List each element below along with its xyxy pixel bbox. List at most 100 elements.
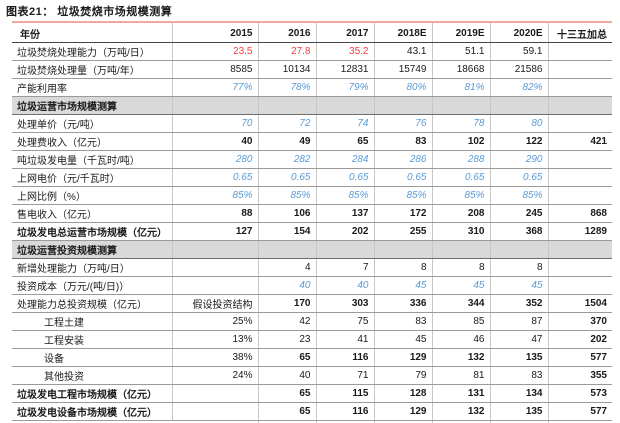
value-cell: 40	[257, 366, 316, 385]
value-cell	[257, 240, 316, 259]
value-cell: 79%	[315, 78, 374, 97]
value-cell: 355	[547, 366, 612, 385]
value-cell: 45	[373, 330, 432, 349]
value-cell: 27.8	[257, 42, 316, 61]
value-cell	[547, 114, 612, 133]
value-cell: 85%	[257, 186, 316, 205]
value-cell	[547, 258, 612, 277]
value-cell: 59.1	[489, 42, 548, 61]
section-header-row: 垃圾运营市场规模测算	[12, 96, 612, 115]
row-label: 垃圾运营市场规模测算	[12, 96, 172, 115]
row-label: 处理费收入（亿元）	[12, 132, 172, 151]
value-cell: 284	[315, 150, 374, 169]
value-cell: 24%	[171, 366, 258, 385]
row-label: 投资成本（万元/(吨/日)）	[12, 276, 172, 295]
value-cell	[431, 240, 490, 259]
value-cell: 573	[431, 420, 490, 423]
value-cell: 128	[373, 384, 432, 403]
value-cell: 21586	[489, 60, 548, 79]
value-cell: 131	[431, 384, 490, 403]
value-cell: 83	[489, 366, 548, 385]
table-row: 处理能力总投资规模（亿元） 假设投资结构 170 303 336 344 352 1504	[12, 294, 612, 313]
table-row: 处理费收入（亿元） 40 49 65 83 102 122 421	[12, 132, 612, 151]
table-row: 垃圾发电总运营市场规模（亿元） 127 154 202 255 310 368 1289	[12, 222, 612, 241]
value-cell	[171, 384, 258, 403]
column-header-2016: 2016	[257, 22, 316, 43]
value-cell: 51.1	[431, 42, 490, 61]
value-cell: 106	[257, 204, 316, 223]
value-cell: 116	[315, 402, 374, 421]
value-cell: 78%	[257, 78, 316, 97]
value-cell: 288	[431, 150, 490, 169]
value-cell: 368	[489, 222, 548, 241]
value-cell: 0.65	[489, 168, 548, 187]
value-cell: 370	[547, 312, 612, 331]
value-cell: 40	[257, 276, 316, 295]
value-cell: 45	[373, 276, 432, 295]
value-cell: 282	[257, 150, 316, 169]
row-label: 吨垃圾发电量（千瓦时/吨）	[12, 150, 172, 169]
value-cell: 13%	[171, 330, 258, 349]
value-cell: 79	[373, 366, 432, 385]
market-size-table: 年份 2015 2016 2017 2018E 2019E 2020E 十三五加…	[12, 21, 612, 423]
value-cell	[171, 96, 258, 115]
value-cell: 4	[257, 258, 316, 277]
value-cell	[547, 42, 612, 61]
value-cell: 122	[489, 132, 548, 151]
value-cell: 511	[373, 420, 432, 423]
value-cell: 25%	[171, 312, 258, 331]
value-cell: 78	[431, 114, 490, 133]
row-label: 工程安装	[12, 330, 172, 349]
value-cell: 433	[315, 420, 374, 423]
value-cell: 76	[373, 114, 432, 133]
value-cell: 0.65	[373, 168, 432, 187]
row-label: 产能利用率	[12, 78, 172, 97]
value-cell	[171, 240, 258, 259]
value-cell	[257, 96, 316, 115]
row-label: 上网比例（%）	[12, 186, 172, 205]
value-cell	[315, 96, 374, 115]
value-cell: 87	[489, 312, 548, 331]
table-row: 设备 38% 65 116 129 132 135 577	[12, 348, 612, 367]
value-cell: 577	[547, 348, 612, 367]
value-cell: 116	[315, 348, 374, 367]
row-label: 垃圾焚烧处理能力（万吨/日）	[12, 42, 172, 61]
table-row: 垃圾发电设备市场规模（亿元） 65 116 129 132 135 577	[12, 402, 612, 421]
value-cell: 336	[373, 294, 432, 313]
value-cell: 80	[489, 114, 548, 133]
value-cell: 202	[547, 330, 612, 349]
value-cell: 135	[489, 348, 548, 367]
value-cell	[489, 240, 548, 259]
value-cell: 115	[315, 384, 374, 403]
value-cell: 85%	[431, 186, 490, 205]
value-cell: 573	[547, 384, 612, 403]
value-cell: 23	[257, 330, 316, 349]
value-cell: 102	[431, 132, 490, 151]
value-cell: 2438	[547, 420, 612, 423]
value-cell: 23.5	[171, 42, 258, 61]
value-cell: 1289	[547, 222, 612, 241]
row-label: 上网电价（元/千瓦时）	[12, 168, 172, 187]
column-header-2018e: 2018E	[373, 22, 432, 43]
value-cell	[547, 78, 612, 97]
value-cell: 74	[315, 114, 374, 133]
table-row: 垃圾焚烧处理量（万吨/年） 8585 10134 12831 15749 18668 215…	[12, 60, 612, 79]
value-cell: 154	[257, 222, 316, 241]
value-cell: 65	[257, 402, 316, 421]
value-cell	[547, 150, 612, 169]
value-cell: 132	[431, 348, 490, 367]
header-row: 年份 2015 2016 2017 2018E 2019E 2020E 十三五加…	[12, 22, 612, 43]
row-label: 垃圾焚烧处理量（万吨/年）	[12, 60, 172, 79]
value-cell: 71	[315, 366, 374, 385]
row-label: 处理单价（元/吨）	[12, 114, 172, 133]
value-cell: 134	[489, 384, 548, 403]
value-cell: 41	[315, 330, 374, 349]
value-cell: 8	[489, 258, 548, 277]
value-cell: 8	[373, 258, 432, 277]
value-cell: 65	[257, 348, 316, 367]
value-cell	[547, 276, 612, 295]
value-cell: 12831	[315, 60, 374, 79]
value-cell	[547, 60, 612, 79]
value-cell: 868	[547, 204, 612, 223]
